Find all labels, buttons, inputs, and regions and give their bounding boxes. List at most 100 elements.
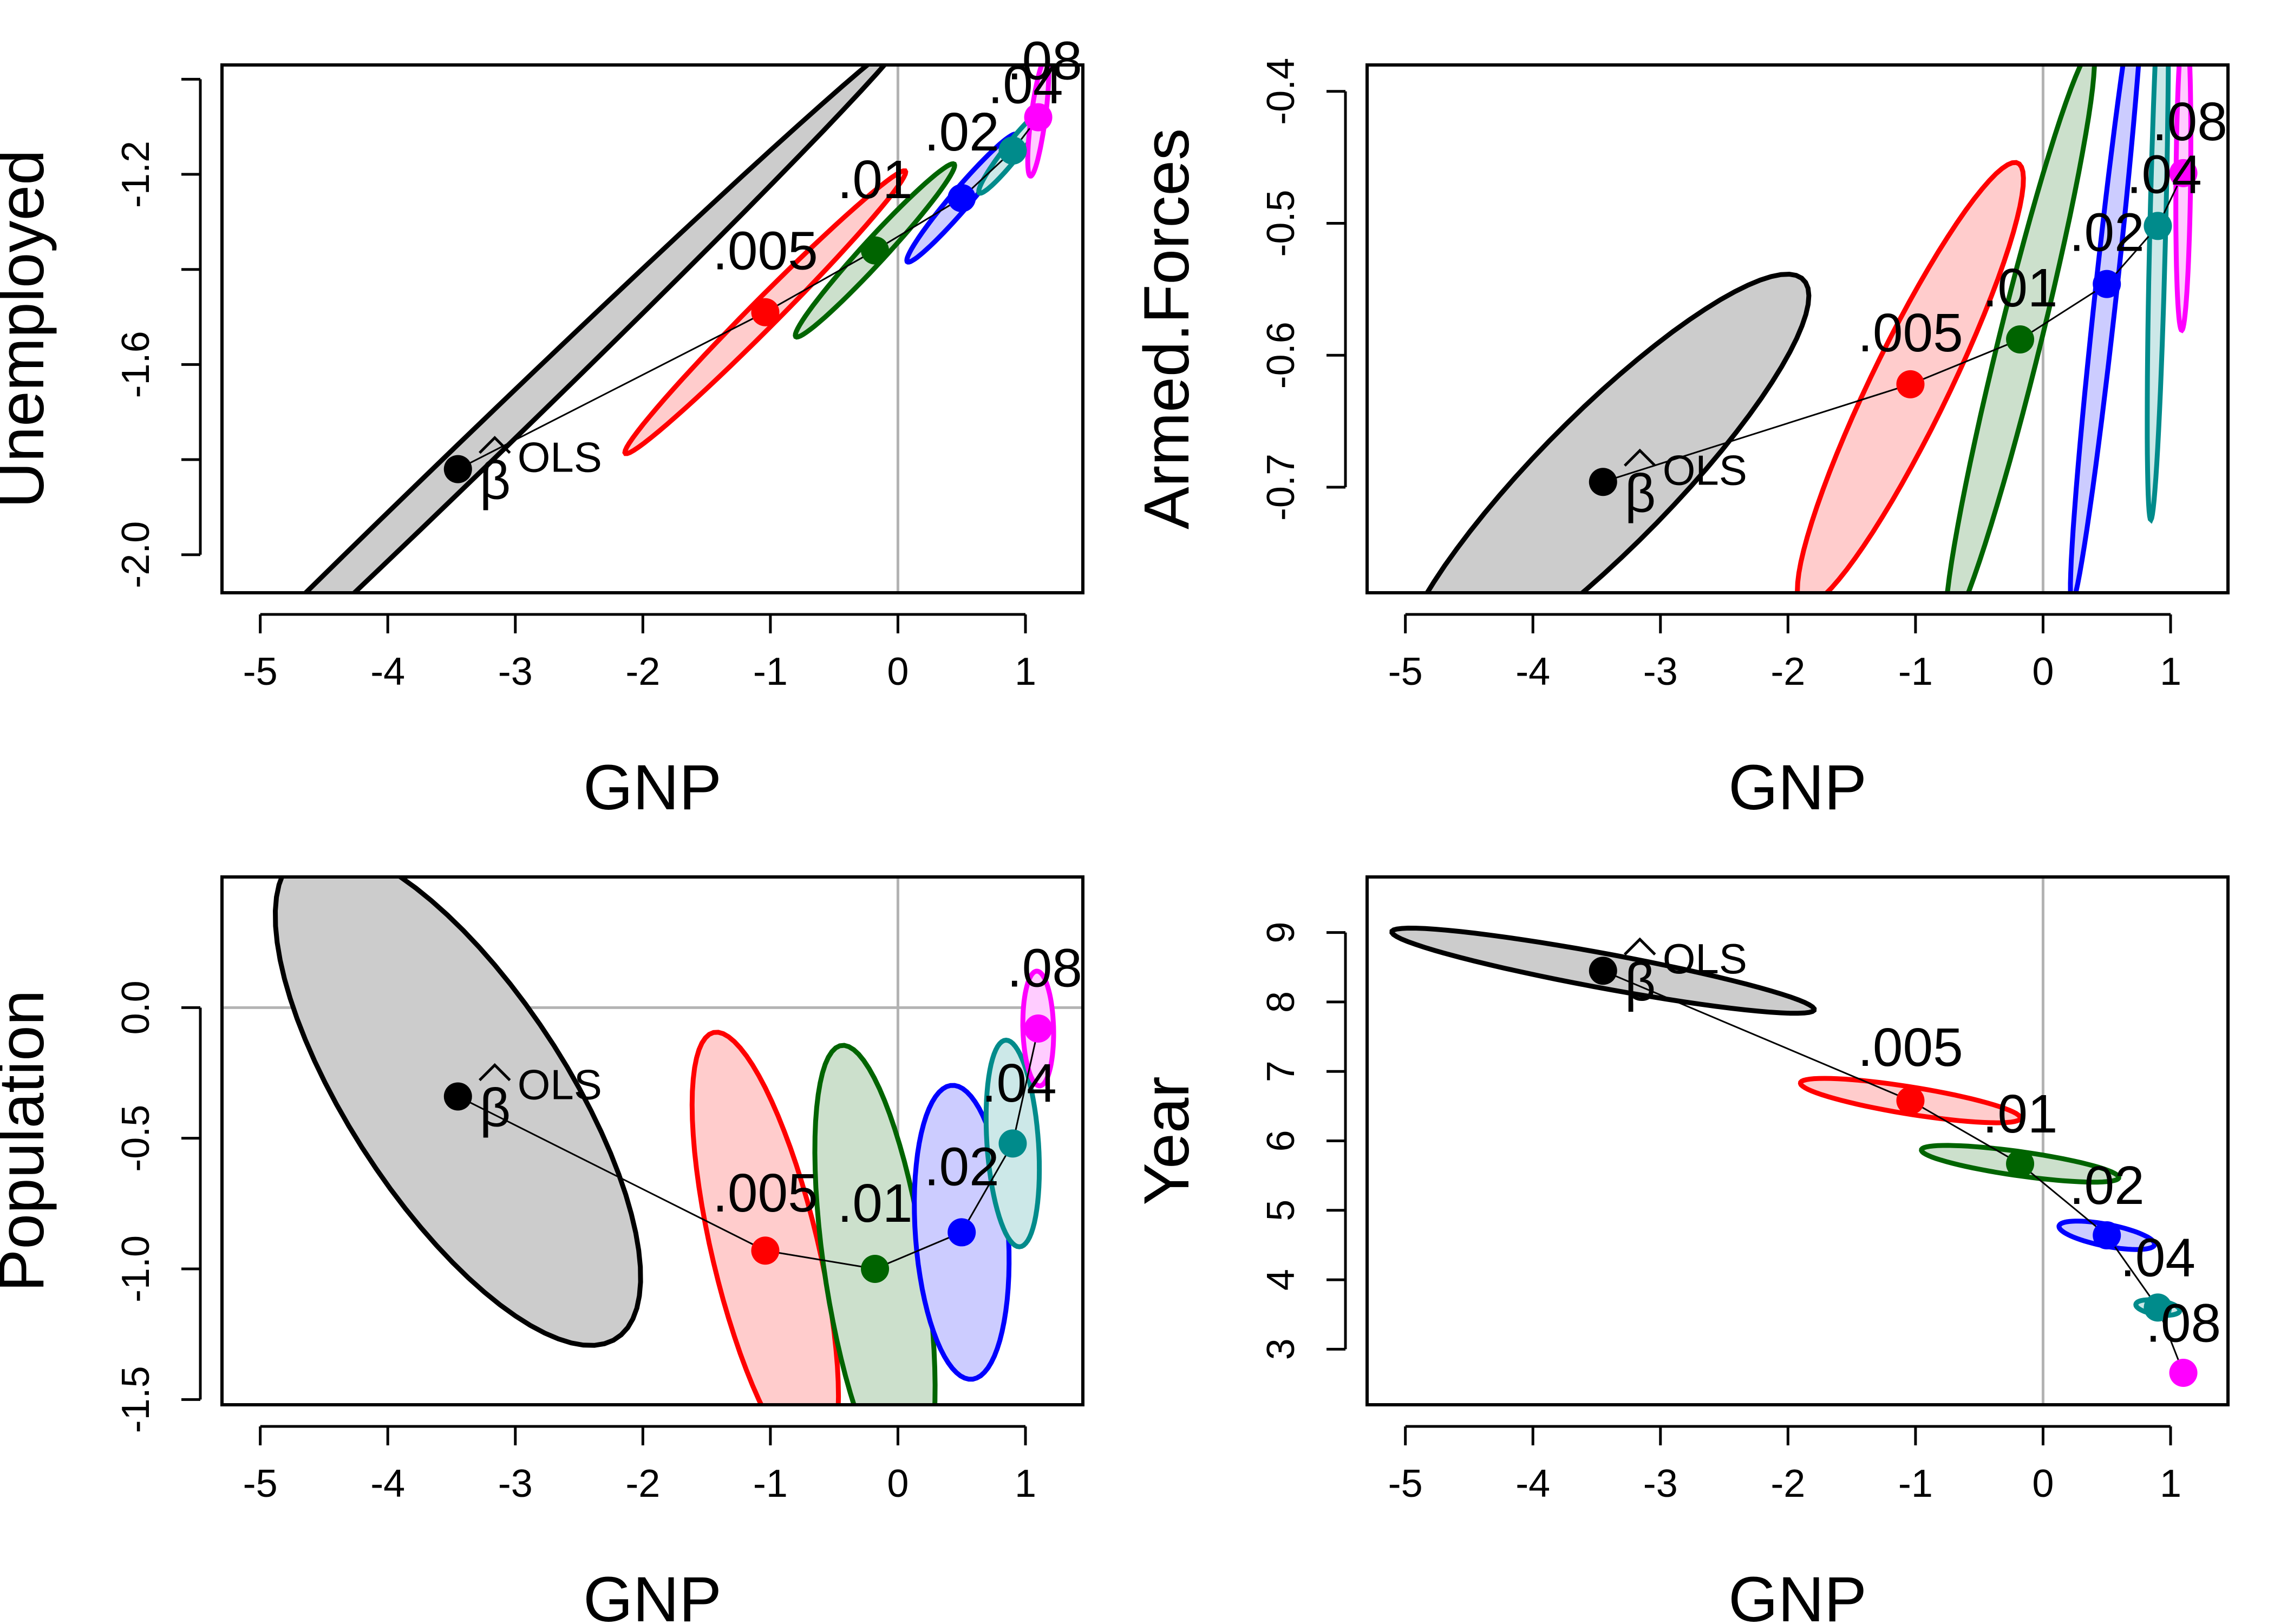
x-tick-label: 0 xyxy=(2032,650,2054,693)
panel-unemployed: β OLS.005.01.02.04.08-5 -4 -3 -2 -1 0 1GNP-2.0-… xyxy=(0,30,1084,823)
x-tick-label: 1 xyxy=(2160,1462,2181,1505)
plot-area xyxy=(1424,65,2198,593)
point-2 xyxy=(2006,1149,2035,1178)
y-tick-label: 3 xyxy=(1259,1338,1303,1360)
point-3 xyxy=(2093,1221,2121,1249)
x-tick-label: -1 xyxy=(1898,650,1933,693)
panel-population: β OLS.005.01.02.04.08-5 -4 -3 -2 -1 0 1GNP-1.5-… xyxy=(0,875,1084,1624)
point-3 xyxy=(948,1218,976,1247)
point-4 xyxy=(998,136,1027,165)
y-tick-label: -0.4 xyxy=(1259,58,1303,125)
point-label: .08 xyxy=(1007,938,1082,999)
x-axis-label: GNP xyxy=(1728,1564,1867,1624)
x-axis-label: GNP xyxy=(583,752,722,823)
x-tick-label: -5 xyxy=(1388,650,1423,693)
y-tick-label: -0.5 xyxy=(114,1105,158,1172)
x-tick-label: -2 xyxy=(625,650,660,693)
y-tick-label: -1.5 xyxy=(114,1366,158,1433)
svg-text:β: β xyxy=(480,450,511,511)
plot-frame xyxy=(1365,63,2230,594)
y-tick-label: -0.7 xyxy=(1259,454,1303,521)
x-tick-label: -1 xyxy=(1898,1462,1933,1505)
point-0 xyxy=(443,1082,472,1111)
y-tick-label: -2.0 xyxy=(114,521,158,588)
x-axis: -5 -4 -3 -2 -1 0 1 xyxy=(1388,613,2181,693)
ellipse-0 xyxy=(1424,271,1812,593)
x-tick-label: -5 xyxy=(243,650,278,693)
point-4 xyxy=(2144,1293,2172,1322)
ellipse-0 xyxy=(272,877,643,1348)
point-5 xyxy=(1024,1014,1053,1043)
y-axis: -1.5 -1.0 -0.5 0.0 xyxy=(114,980,202,1433)
ellipse-4 xyxy=(2145,65,2171,524)
x-tick-label: 0 xyxy=(2032,1462,2054,1505)
point-1 xyxy=(1896,370,1925,398)
point-label: .02 xyxy=(2069,1155,2145,1216)
point-label-ols: β OLS xyxy=(479,434,602,511)
point-0 xyxy=(443,455,472,483)
svg-text:OLS: OLS xyxy=(1663,446,1747,494)
point-label: .01 xyxy=(838,1173,913,1234)
y-tick-label: 9 xyxy=(1259,922,1303,944)
x-tick-label: -4 xyxy=(370,1462,405,1505)
x-tick-label: -3 xyxy=(1643,1462,1678,1505)
y-tick-label: 5 xyxy=(1259,1200,1303,1221)
point-label: .04 xyxy=(2127,144,2202,205)
x-tick-label: -1 xyxy=(753,650,788,693)
y-tick-label: 6 xyxy=(1259,1130,1303,1151)
point-label-ols: β OLS xyxy=(479,1060,602,1138)
x-tick-label: 0 xyxy=(887,650,909,693)
x-axis: -5 -4 -3 -2 -1 0 1 xyxy=(243,613,1036,693)
point-label-ols: β OLS xyxy=(1624,446,1747,523)
svg-text:β: β xyxy=(480,1077,511,1138)
point-5 xyxy=(2169,1358,2198,1387)
y-tick-label: 8 xyxy=(1259,991,1303,1013)
y-tick-label: -1.6 xyxy=(114,331,158,398)
point-0 xyxy=(1589,468,1617,496)
y-tick-label: -1.0 xyxy=(114,1235,158,1302)
y-axis: -2.0 -1.6 -1.2 xyxy=(114,77,202,588)
panel-year: β OLS .005 .01.02 .04.08 -5 -4 -3 -2 -1 0 1 GNP 3 4 5 6 7… xyxy=(1131,875,2230,1624)
x-tick-label: -4 xyxy=(1515,1462,1550,1505)
y-axis-label: Unemployed xyxy=(0,149,57,508)
point-1 xyxy=(751,1236,780,1265)
point-2 xyxy=(2006,325,2035,353)
x-tick-label: 1 xyxy=(2160,650,2181,693)
x-axis-label: GNP xyxy=(583,1564,722,1624)
point-0 xyxy=(1589,957,1617,985)
point-label: .02 xyxy=(2069,202,2145,263)
x-tick-label: -5 xyxy=(243,1462,278,1505)
path-line xyxy=(458,1028,1040,1270)
plot-frame xyxy=(1365,875,2230,1406)
y-axis-label: Population xyxy=(0,990,57,1292)
x-tick-label: -2 xyxy=(625,1462,660,1505)
plot-frame xyxy=(220,875,1084,1406)
point-label: .01 xyxy=(838,149,913,210)
x-tick-label: -5 xyxy=(1388,1462,1423,1505)
point-label-ols: β OLS xyxy=(1624,935,1747,1012)
point-label: .08 xyxy=(1007,30,1082,91)
plot-area xyxy=(302,65,1053,593)
y-tick-label: 4 xyxy=(1259,1269,1303,1291)
x-tick-label: 1 xyxy=(1015,650,1036,693)
ellipse-5 xyxy=(2173,65,2193,333)
ellipse-3 xyxy=(2068,65,2141,593)
svg-text:OLS: OLS xyxy=(518,434,602,481)
point-3 xyxy=(2093,270,2121,298)
x-tick-label: -3 xyxy=(1643,650,1678,693)
y-axis: 3 4 5 6 7 8 9 xyxy=(1259,922,1347,1360)
y-axis-label: Armed.Forces xyxy=(1131,128,1203,529)
svg-text:β: β xyxy=(1625,952,1656,1012)
point-5 xyxy=(2169,159,2198,187)
panel-armed-forces: β OLS.005.01.02.04.08-5 -4 -3 -2 -1 0 1GNP-0.7-… xyxy=(1131,58,2230,823)
y-axis: -0.7 -0.6 -0.5 -0.4 xyxy=(1259,58,1347,521)
point-label: .01 xyxy=(1983,1084,2058,1144)
svg-text:β: β xyxy=(1625,463,1656,523)
point-4 xyxy=(2144,212,2172,240)
point-label: .005 xyxy=(713,1163,818,1223)
point-2 xyxy=(861,1255,890,1284)
x-tick-label: -3 xyxy=(498,650,533,693)
point-label: .04 xyxy=(2120,1228,2195,1288)
x-tick-label: -1 xyxy=(753,1462,788,1505)
